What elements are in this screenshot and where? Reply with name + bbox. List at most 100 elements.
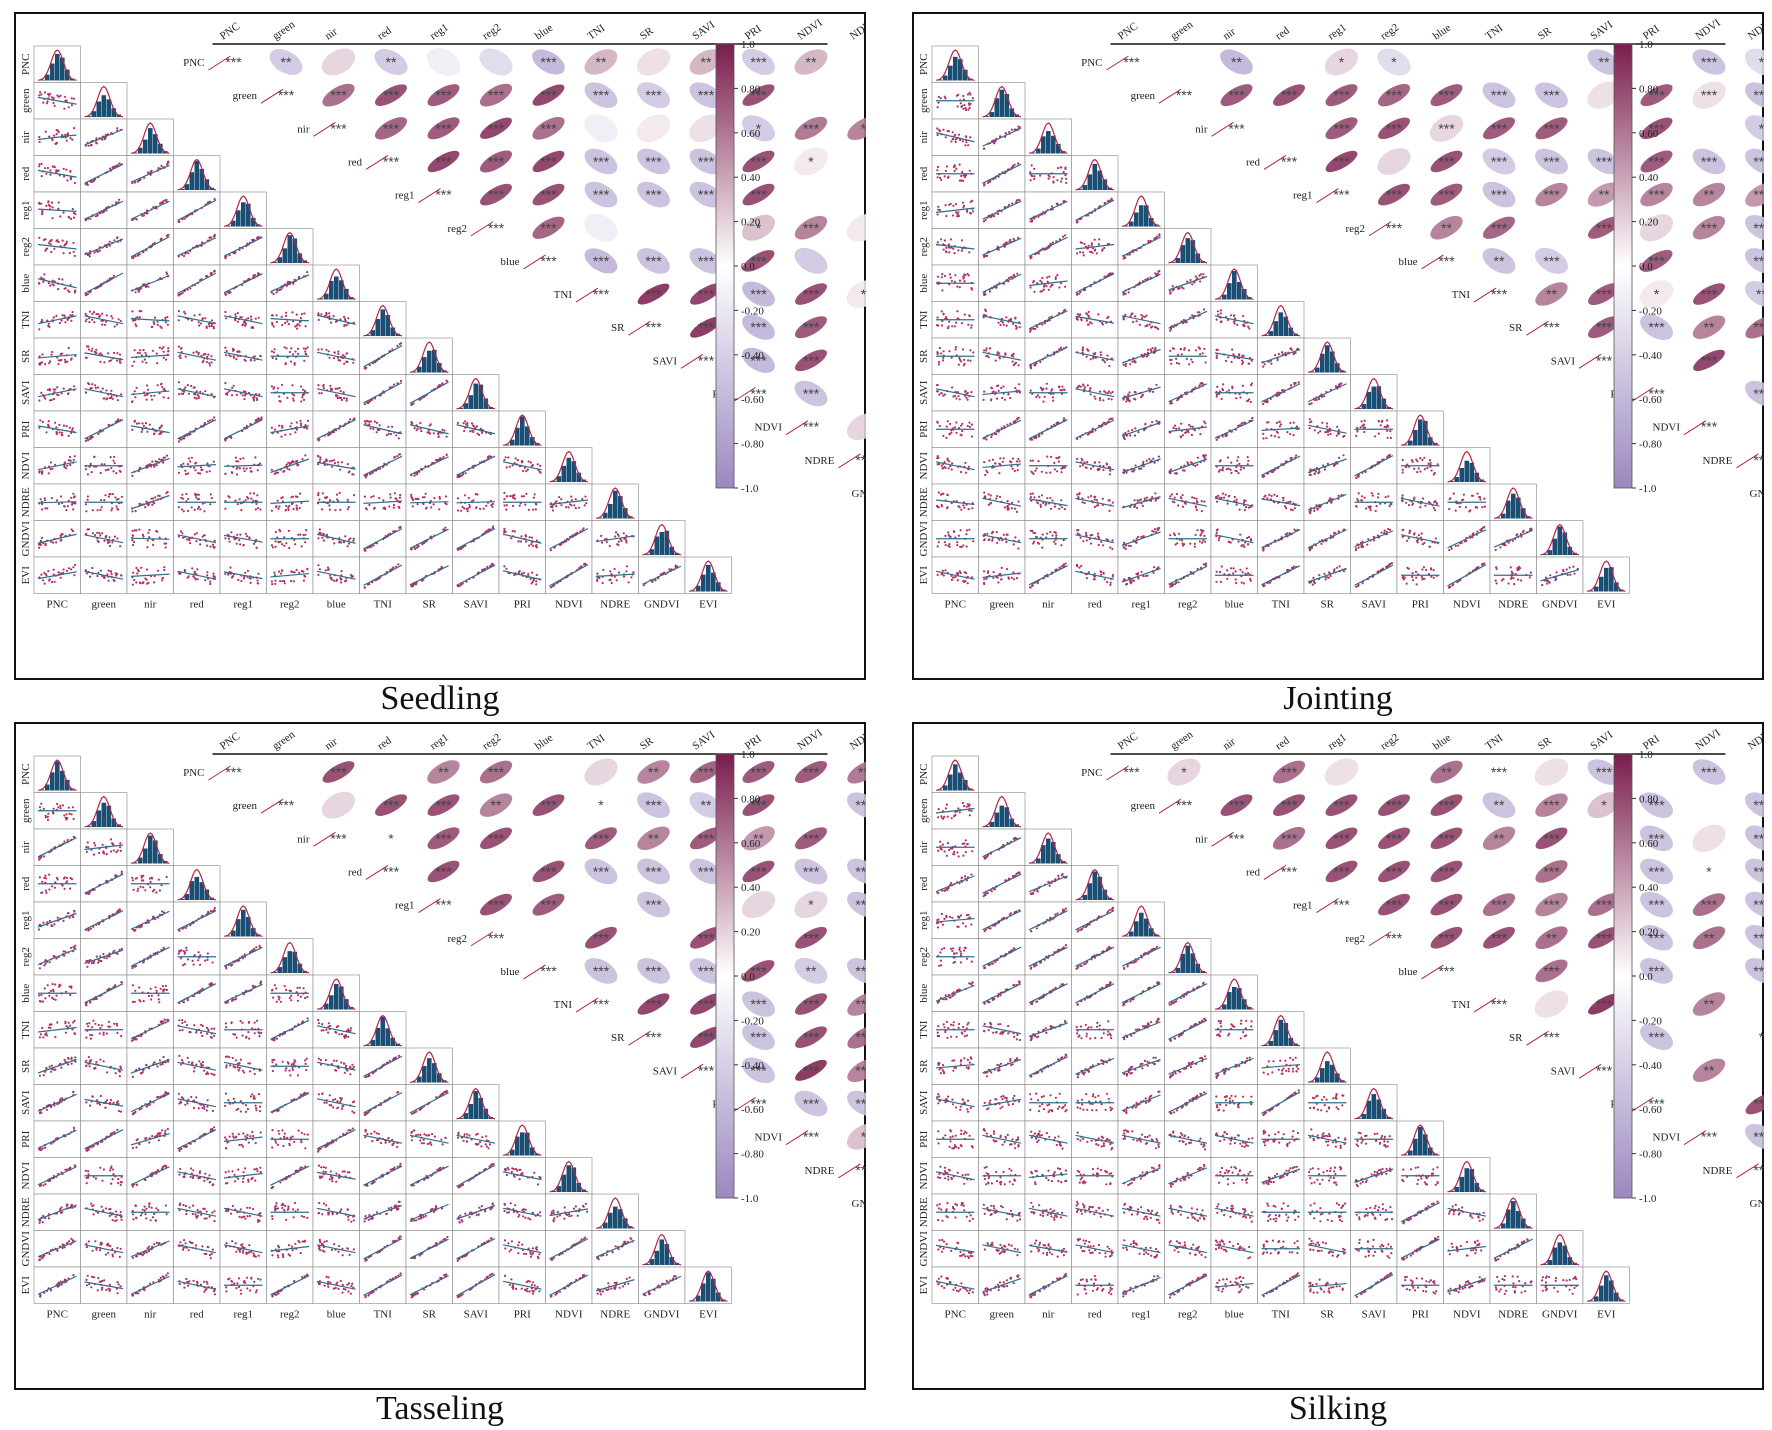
scatter-point xyxy=(396,344,399,347)
scatter-point xyxy=(1015,200,1018,203)
scatter-point xyxy=(56,356,59,359)
scatter-point xyxy=(151,349,154,352)
scatter-point xyxy=(521,459,524,463)
hist-bar xyxy=(251,217,256,227)
scatter-point xyxy=(527,460,530,463)
scatter-point xyxy=(50,201,54,204)
scatter-point xyxy=(1124,362,1127,366)
scatter-point xyxy=(138,502,141,505)
scatter-point xyxy=(948,350,951,353)
fit-line xyxy=(37,353,77,359)
scatter-point xyxy=(106,573,109,576)
scatter-point xyxy=(84,569,87,572)
scatter-point xyxy=(138,528,141,531)
scatter-point xyxy=(328,574,332,577)
scatter-point xyxy=(189,433,192,436)
row-label-upper: SAVI xyxy=(653,355,678,367)
scatter-point xyxy=(294,350,297,353)
fit-line xyxy=(363,455,403,476)
hist-bar xyxy=(716,582,721,592)
scatter-point xyxy=(62,211,65,214)
scatter-point xyxy=(333,351,336,354)
scatter-point xyxy=(67,434,70,437)
scatter-point xyxy=(49,360,52,363)
hist-bar xyxy=(365,335,371,336)
scatter-point xyxy=(1157,270,1160,273)
scatter-point xyxy=(992,215,996,218)
fit-line xyxy=(37,134,77,141)
scatter-point xyxy=(131,539,134,542)
scatter-point xyxy=(950,356,953,359)
scatter-point xyxy=(243,470,246,473)
scatter-point xyxy=(99,360,102,363)
scatter-point xyxy=(281,323,284,327)
fit-line xyxy=(84,163,124,184)
scatter-point xyxy=(1008,240,1011,243)
scatter-point xyxy=(1042,285,1046,288)
scatter-point xyxy=(960,174,963,178)
scatter-point xyxy=(114,496,117,499)
scatter-point xyxy=(336,387,339,390)
corr-ellipse xyxy=(1587,49,1621,75)
scatter-point xyxy=(1058,348,1061,351)
scatter-point xyxy=(146,539,149,542)
corr-ellipse xyxy=(794,380,828,407)
scatter-point xyxy=(364,507,368,510)
row-label-upper: GNDVI xyxy=(852,488,866,500)
scatter-point xyxy=(91,532,94,535)
scatter-point xyxy=(325,348,328,351)
col-label-bottom: reg1 xyxy=(1131,599,1151,611)
scatter-point xyxy=(249,577,252,580)
hist-bar xyxy=(618,495,623,519)
scatter-point xyxy=(112,470,115,473)
scatter-point xyxy=(319,456,322,459)
scatter-point xyxy=(86,495,89,498)
scatter-point xyxy=(138,581,141,584)
scatter-point xyxy=(224,507,227,510)
scatter-point xyxy=(1233,317,1237,320)
scatter-point xyxy=(317,312,320,315)
row-label-left: PNC xyxy=(20,54,32,75)
corr-ellipse xyxy=(1745,380,1764,407)
scatter-point xyxy=(1039,279,1042,282)
scatter-point xyxy=(96,386,100,389)
scatter-point xyxy=(967,274,970,277)
significance-stars: *** xyxy=(803,386,820,402)
scatter-point xyxy=(134,510,137,513)
significance-stars: *** xyxy=(803,286,820,302)
scatter-point xyxy=(116,352,119,355)
scatter-point xyxy=(186,576,189,579)
scatter-point xyxy=(945,165,949,168)
fit-line xyxy=(270,500,310,504)
scatter-point xyxy=(277,540,280,544)
corr-ellipse xyxy=(637,148,670,175)
fit-line xyxy=(1168,310,1208,329)
scatter-point xyxy=(45,204,48,207)
scatter-point xyxy=(491,563,494,566)
fit-line xyxy=(270,425,310,434)
diagonal-tick xyxy=(1421,254,1444,270)
scatter-point xyxy=(132,256,135,260)
scatter-point xyxy=(204,579,207,582)
scatter-point xyxy=(338,387,341,390)
scatter-point xyxy=(43,499,47,502)
scatter-point xyxy=(74,502,77,505)
hist-bar xyxy=(561,465,567,482)
scatter-point xyxy=(70,217,73,220)
scatter-point xyxy=(256,469,259,472)
col-label-bottom: reg1 xyxy=(233,599,253,611)
scatter-point xyxy=(73,455,76,458)
hist-bar xyxy=(101,95,107,117)
corr-ellipse xyxy=(1640,117,1673,140)
scatter-point xyxy=(1047,174,1050,177)
scatter-point xyxy=(60,319,63,322)
scatter-point xyxy=(323,463,326,467)
scatter-point xyxy=(84,312,87,315)
scatter-point xyxy=(952,204,955,207)
scatter-point xyxy=(110,509,113,512)
scatter-point xyxy=(335,578,339,581)
scatter-point xyxy=(303,389,306,393)
scatter-point xyxy=(1057,167,1060,170)
corr-ellipse xyxy=(636,114,671,143)
scatter-point xyxy=(244,324,247,327)
